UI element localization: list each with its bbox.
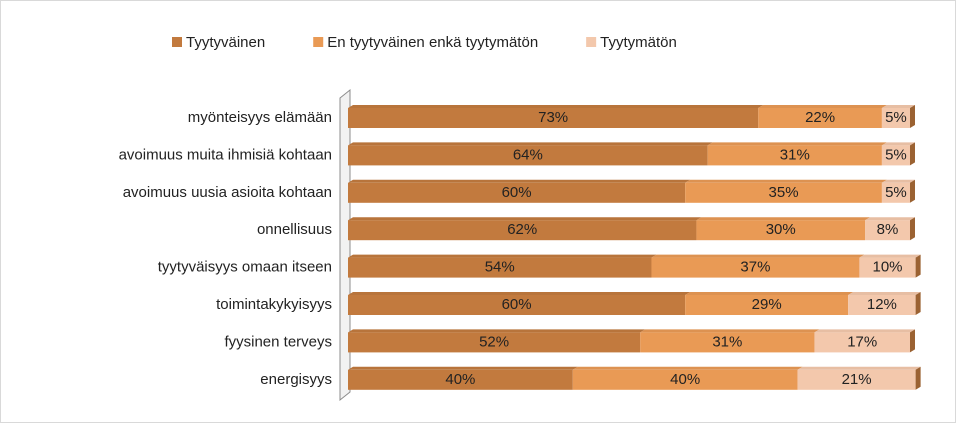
bar-segment [696,220,866,241]
value-label: 12% [867,296,897,313]
bar-side [915,292,921,315]
bar-top [814,329,915,333]
bar-top [348,366,578,370]
y-tick-label: fyysinen terveys [224,333,332,350]
value-label: 60% [502,296,532,313]
value-label: 62% [507,221,537,238]
bar-top [848,292,921,295]
value-label: 31% [712,333,742,350]
value-label: 64% [513,146,543,163]
bar-top [685,179,887,183]
value-label: 5% [885,146,907,163]
bar-top [348,217,702,221]
value-label: 29% [752,296,782,313]
bar-top [348,142,713,146]
bar-segment [859,257,916,278]
y-tick-label: energisyys [260,371,332,388]
bar-top [348,105,764,108]
value-label: 30% [766,221,796,238]
y-tick-label: toimintakykyisyys [216,296,332,313]
value-label: 35% [769,184,799,201]
bar-segment [685,295,849,315]
y-tick-label: tyytyväisyys omaan itseen [158,259,332,276]
bar-segment [685,182,882,203]
value-label: 5% [885,109,907,126]
bar-side [915,254,921,278]
bar-segment [348,369,573,390]
bar-segment [865,220,910,241]
wall [339,88,351,402]
bar-top [348,292,691,295]
bar-side [910,142,915,166]
bar-segment [881,145,910,166]
value-label: 22% [805,109,835,126]
bar-top [651,254,865,258]
bar-segment [348,108,759,128]
bar-segment [848,295,916,315]
value-label: 40% [445,371,475,388]
legend-swatch [172,37,182,47]
value-label: 8% [877,221,899,238]
bar-side [910,217,915,241]
bar-top [572,366,803,370]
bar-top [797,366,921,370]
bar-top [881,142,915,146]
bar-segment [707,145,882,166]
bar-side [910,329,915,353]
bar-top [859,254,921,258]
y-tick-label: myönteisyys elämään [188,109,332,126]
bar-segment [348,145,708,166]
bar-segment [814,332,910,353]
bar-top [348,254,657,258]
value-label: 52% [479,333,509,350]
bar-top [707,142,887,146]
bar-segment [348,332,641,353]
value-label: 21% [842,371,872,388]
y-tick-label: avoimuus muita ihmisiä kohtaan [119,146,332,163]
bar-segment [758,108,882,128]
legend-label: En tyytyväinen enkä tyytymätön [327,34,538,51]
bar-side [915,366,921,390]
legend-label: Tyytymätön [600,34,677,51]
bar-segment [640,332,815,353]
bar-segment [651,257,860,278]
bar-top [685,292,854,295]
bar-segment [881,182,910,203]
bar-segment [797,369,916,390]
value-label: 10% [873,259,903,276]
bar-segment [348,182,686,203]
legend-swatch [586,37,597,47]
bar-top [881,105,915,108]
bar-top [865,217,915,221]
value-label: 37% [740,259,770,276]
y-tick-label: avoimuus uusia asioita kohtaan [123,184,332,201]
bar-top [696,217,871,221]
bar-top [881,179,915,183]
value-label: 73% [538,109,568,126]
y-tick-label: onnellisuus [257,221,332,238]
legend-label: Tyytyväinen [186,34,265,51]
value-label: 54% [485,259,515,276]
bar-segment [881,108,910,128]
bar-top [348,179,691,183]
value-label: 40% [670,371,700,388]
bar-segment [348,295,686,315]
value-label: 5% [885,184,907,201]
bar-segment [572,369,798,390]
bar-segment [348,220,697,241]
bar-segment [348,257,652,278]
bar-top [640,329,820,333]
bar-side [910,105,915,128]
legend-swatch [313,37,324,47]
value-label: 31% [780,146,810,163]
bar-top [758,105,887,108]
value-label: 17% [847,333,877,350]
value-label: 60% [502,184,532,201]
bar-top [348,329,646,333]
bar-side [910,179,915,203]
